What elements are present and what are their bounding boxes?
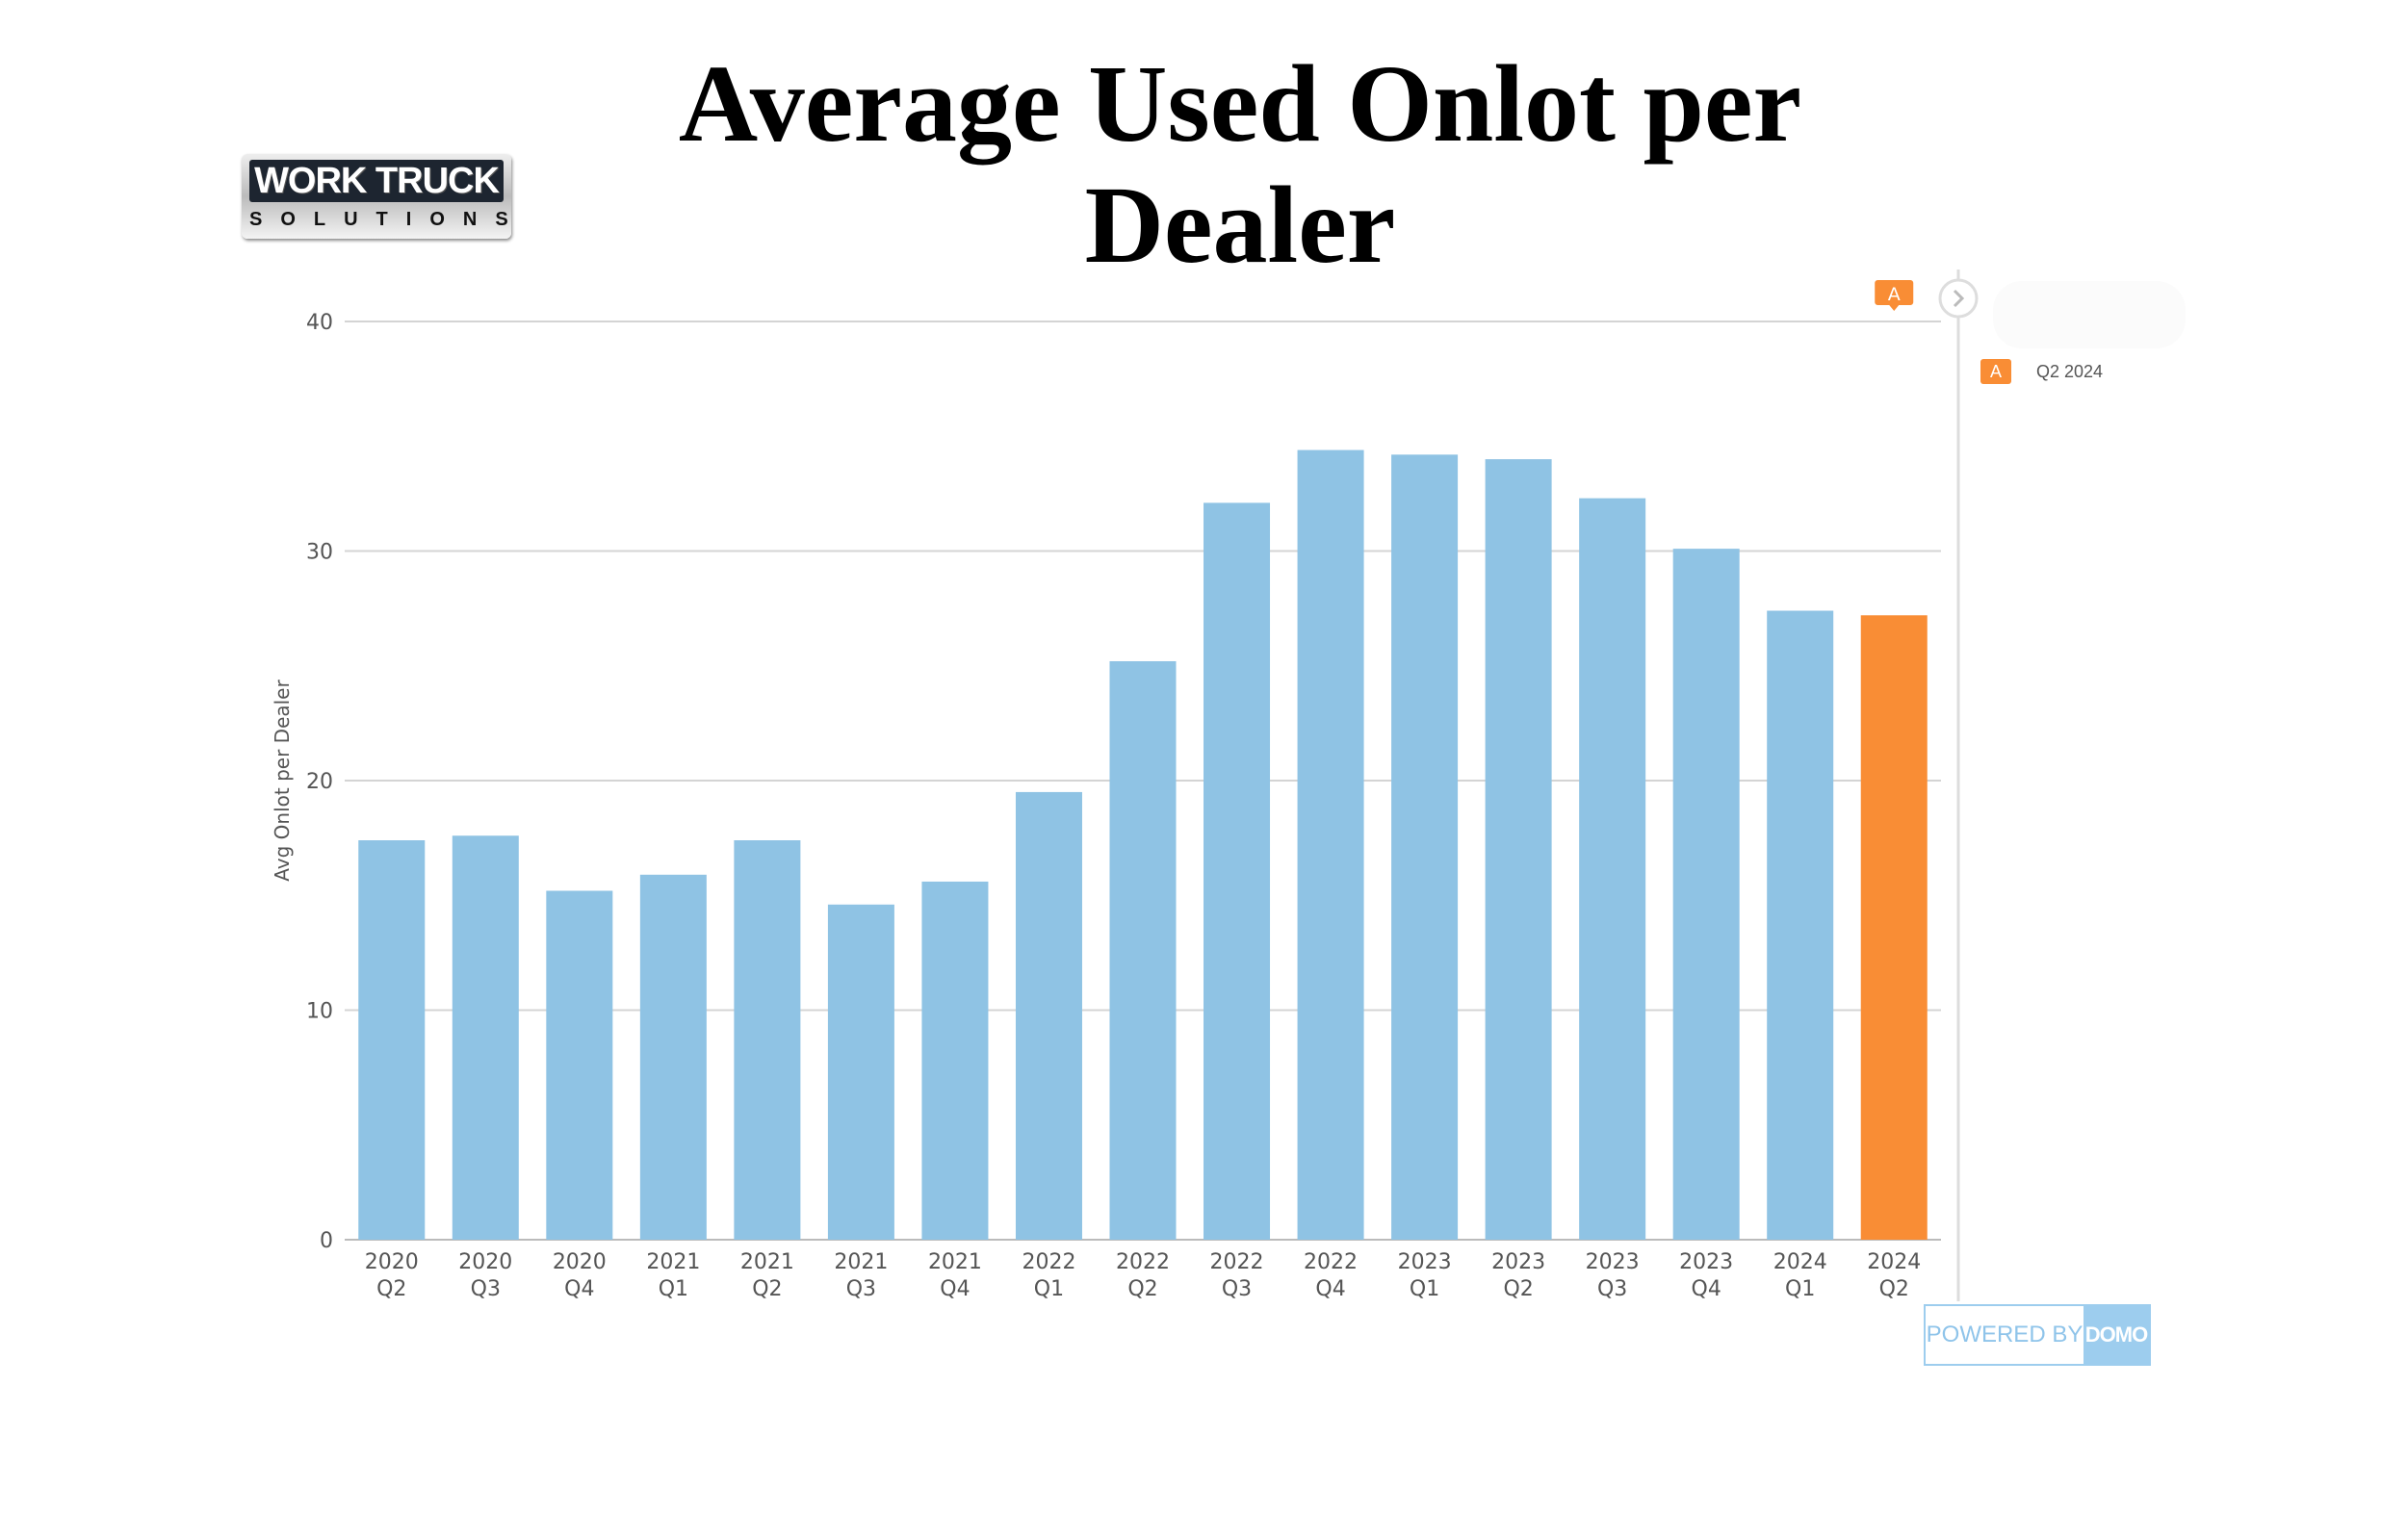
legend-header-placeholder bbox=[1993, 281, 2186, 348]
x-tick-label: 2021 bbox=[928, 1250, 982, 1274]
annotation-badge: A bbox=[1980, 359, 2011, 384]
logo-line2: SOLUTIONS bbox=[249, 209, 527, 230]
x-tick-label: 2023 bbox=[1586, 1250, 1640, 1274]
x-tick-label: 2023 bbox=[1491, 1250, 1545, 1274]
bar[interactable] bbox=[1860, 615, 1928, 1240]
y-tick-label: 40 bbox=[306, 311, 333, 335]
work-truck-solutions-logo: WORK TRUCK SOLUTIONS bbox=[242, 154, 511, 239]
y-tick-label: 20 bbox=[306, 770, 333, 794]
bar[interactable] bbox=[1015, 791, 1082, 1240]
x-tick-label: 2021 bbox=[740, 1250, 794, 1274]
bar[interactable] bbox=[1767, 610, 1834, 1240]
y-tick-label: 10 bbox=[306, 1000, 333, 1024]
bar[interactable] bbox=[358, 840, 426, 1240]
bar[interactable] bbox=[921, 881, 989, 1240]
annotation-marker-label: A bbox=[1888, 284, 1901, 305]
chart-title: Average Used Onlot per Dealer bbox=[678, 42, 1802, 286]
x-tick-label: Q4 bbox=[1315, 1277, 1345, 1301]
x-tick-label: Q2 bbox=[1503, 1277, 1533, 1301]
x-tick-label: 2021 bbox=[646, 1250, 700, 1274]
x-tick-label: 2021 bbox=[834, 1250, 888, 1274]
x-tick-label: Q3 bbox=[471, 1277, 501, 1301]
x-tick-label: 2020 bbox=[553, 1250, 607, 1274]
x-tick-label: Q1 bbox=[1785, 1277, 1815, 1301]
bar[interactable] bbox=[639, 874, 707, 1240]
x-tick-label: 2024 bbox=[1773, 1250, 1827, 1274]
x-tick-label: Q4 bbox=[1692, 1277, 1721, 1301]
x-tick-label: Q2 bbox=[376, 1277, 406, 1301]
x-tick-label: 2022 bbox=[1022, 1250, 1075, 1274]
bar[interactable] bbox=[1579, 498, 1646, 1240]
x-tick-label: 2022 bbox=[1304, 1250, 1358, 1274]
bar[interactable] bbox=[1109, 660, 1177, 1240]
chevron-right-icon[interactable] bbox=[1938, 278, 1979, 319]
x-tick-label: Q2 bbox=[752, 1277, 782, 1301]
domo-logo: DOMO bbox=[2083, 1306, 2149, 1364]
x-tick-label: Q3 bbox=[846, 1277, 876, 1301]
legend-item[interactable]: A Q2 2024 bbox=[1980, 359, 2103, 384]
x-tick-label: 2022 bbox=[1210, 1250, 1264, 1274]
chevron-right-icon bbox=[1953, 289, 1965, 308]
x-tick-label: 2023 bbox=[1398, 1250, 1452, 1274]
powered-by-domo-badge[interactable]: POWERED BY DOMO bbox=[1924, 1304, 2151, 1366]
x-tick-label: 2023 bbox=[1679, 1250, 1733, 1274]
bar[interactable] bbox=[1672, 549, 1740, 1240]
powered-by-text: POWERED BY bbox=[1926, 1322, 2083, 1348]
bar[interactable] bbox=[546, 890, 613, 1240]
y-axis-label: Avg Onlot per Dealer bbox=[271, 680, 294, 882]
x-tick-label: Q1 bbox=[659, 1277, 688, 1301]
bar[interactable] bbox=[1204, 502, 1271, 1240]
x-tick-label: Q4 bbox=[940, 1277, 970, 1301]
x-tick-label: 2020 bbox=[365, 1250, 419, 1274]
bar[interactable] bbox=[1391, 454, 1459, 1241]
x-tick-label: Q1 bbox=[1034, 1277, 1064, 1301]
x-tick-label: Q3 bbox=[1222, 1277, 1252, 1301]
x-tick-label: 2022 bbox=[1116, 1250, 1170, 1274]
x-tick-label: Q2 bbox=[1127, 1277, 1157, 1301]
x-tick-label: 2024 bbox=[1867, 1250, 1921, 1274]
logo-line1: WORK TRUCK bbox=[249, 160, 504, 202]
bar[interactable] bbox=[827, 904, 894, 1240]
x-tick-label: 2020 bbox=[458, 1250, 512, 1274]
x-tick-label: Q4 bbox=[564, 1277, 594, 1301]
bar[interactable] bbox=[1485, 459, 1552, 1241]
annotation-marker-icon[interactable] bbox=[1875, 280, 1914, 311]
legend-label: Q2 2024 bbox=[2036, 361, 2104, 381]
x-tick-label: Q3 bbox=[1597, 1277, 1627, 1301]
x-tick-label: Q1 bbox=[1410, 1277, 1439, 1301]
bar[interactable] bbox=[452, 835, 519, 1240]
bar[interactable] bbox=[734, 840, 801, 1240]
y-tick-label: 30 bbox=[306, 541, 333, 565]
x-tick-label: Q2 bbox=[1879, 1277, 1909, 1301]
y-tick-label: 0 bbox=[320, 1229, 333, 1253]
bar[interactable] bbox=[1297, 449, 1364, 1240]
